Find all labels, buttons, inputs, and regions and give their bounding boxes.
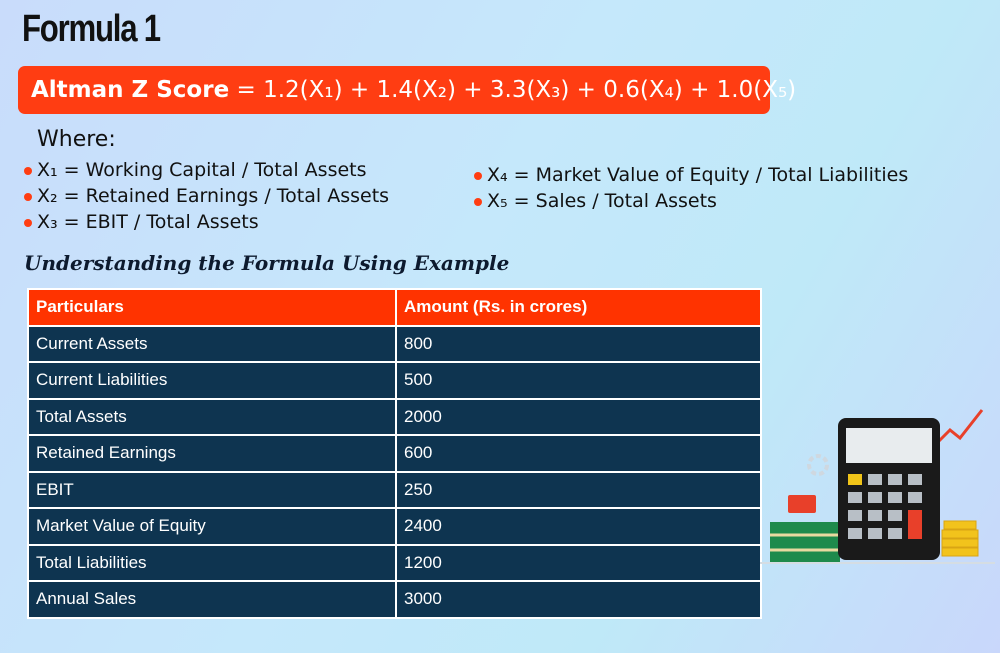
row-label: Total Liabilities bbox=[27, 543, 397, 582]
amount-cell: 2000 bbox=[395, 397, 762, 436]
row-label: Total Assets bbox=[27, 397, 397, 436]
table-row: Current Assets 800 bbox=[27, 324, 762, 363]
amount-cell: 3000 bbox=[395, 580, 762, 619]
table-row: Total Liabilities 1200 bbox=[27, 543, 762, 582]
row-label: Current Assets bbox=[27, 324, 397, 363]
data-table: Particulars Amount (Rs. in crores) Current… bbox=[27, 288, 762, 619]
variable-item: X₁ = Working Capital / Total Assets bbox=[24, 157, 389, 183]
table-row: Market Value of Equity 2400 bbox=[27, 507, 762, 546]
amount-cell: 1200 bbox=[395, 543, 762, 582]
table-row: Retained Earnings 600 bbox=[27, 434, 762, 473]
table-row: EBIT 250 bbox=[27, 470, 762, 509]
table-row: Current Liabilities 500 bbox=[27, 361, 762, 400]
table-body: Current Assets 800 Current Liabilities 500 T… bbox=[27, 324, 762, 619]
row-label: Market Value of Equity bbox=[27, 507, 397, 546]
amount-cell: 800 bbox=[395, 324, 762, 363]
row-label: Current Liabilities bbox=[27, 361, 397, 400]
amount-cell: 2400 bbox=[395, 507, 762, 546]
title: Formula 1 bbox=[22, 8, 161, 50]
header-row: Particulars Amount (Rs. in crores) bbox=[27, 288, 762, 327]
where-label: Where: bbox=[37, 127, 116, 152]
column-header: Particulars bbox=[27, 288, 397, 327]
calculator-illustration bbox=[760, 409, 995, 564]
row-label: Retained Earnings bbox=[27, 434, 397, 473]
formula: Altman Z Score = 1.2(X₁) + 1.4(X₂) + 3.3… bbox=[18, 66, 796, 114]
amount-cell: 500 bbox=[395, 361, 762, 400]
table-row: Total Assets 2000 bbox=[27, 397, 762, 436]
formula-label: Altman Z Score bbox=[31, 77, 230, 103]
row-label: Annual Sales bbox=[27, 580, 397, 619]
amount-cell: 600 bbox=[395, 434, 762, 473]
variable-item: X₅ = Sales / Total Assets bbox=[474, 188, 908, 214]
variable-list: X₁ = Working Capital / Total Assets X₂ = … bbox=[24, 157, 389, 235]
variable-item: X₃ = EBIT / Total Assets bbox=[24, 209, 389, 235]
variable-item: X₂ = Retained Earnings / Total Assets bbox=[24, 183, 389, 209]
variable-item: X₄ = Market Value of Equity / Total Liab… bbox=[474, 162, 908, 188]
formula-expression: = 1.2(X₁) + 1.4(X₂) + 3.3(X₃) + 0.6(X₄) … bbox=[236, 77, 797, 103]
section-title: Understanding the Formula Using Example bbox=[24, 251, 510, 275]
amount-cell: 250 bbox=[395, 470, 762, 509]
variable-list: X₄ = Market Value of Equity / Total Liab… bbox=[474, 162, 908, 214]
row-label: EBIT bbox=[27, 470, 397, 509]
column-header: Amount (Rs. in crores) bbox=[395, 288, 762, 327]
table-row: Annual Sales 3000 bbox=[27, 580, 762, 619]
